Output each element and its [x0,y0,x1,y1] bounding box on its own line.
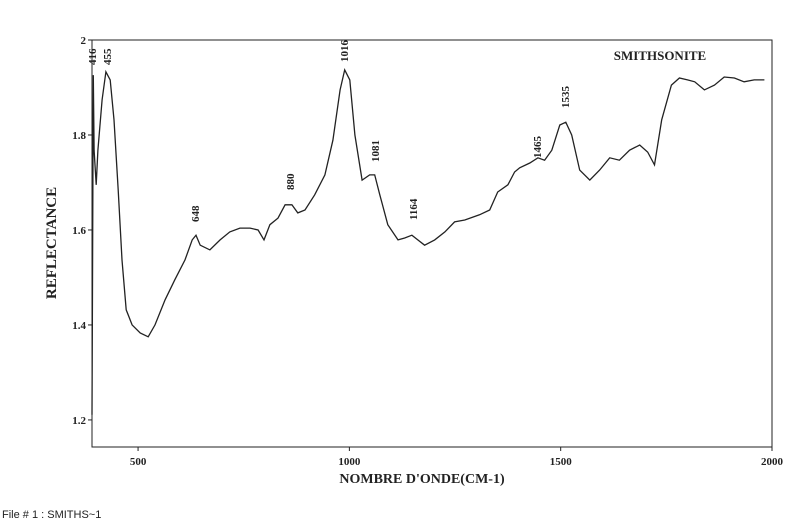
y-tick-label: 1.2 [72,415,86,427]
x-axis-label: NOMBRE D'ONDE(CM-1) [339,472,505,487]
y-axis-label: REFLECTANCE [44,187,60,299]
peak-label: 648 [190,205,202,222]
peak-label: 1081 [370,140,382,162]
footer: File # 1 : SMITHS~1 [2,509,101,521]
plot-frame [91,39,773,448]
y-tick-label: 1.6 [72,225,86,237]
peak-label: 455 [102,48,114,65]
peak-label: 880 [285,173,297,190]
peak-label: 416 [87,48,99,65]
peak-label: 1535 [560,86,572,109]
x-tick-label: 1000 [338,456,361,468]
y-tick-label: 2 [81,35,87,47]
x-tick-label: 2000 [761,456,784,468]
y-tick-label: 1.4 [72,320,86,332]
peak-label: 1465 [532,136,544,159]
x-tick-label: 500 [130,456,147,468]
chart-title: SMITHSONITE [614,48,706,63]
x-tick-label: 1500 [550,456,573,468]
spectrum-line [91,68,765,415]
peak-label: 1164 [408,198,420,220]
y-tick-label: 1.8 [72,130,86,142]
peak-label: 1016 [339,40,351,63]
